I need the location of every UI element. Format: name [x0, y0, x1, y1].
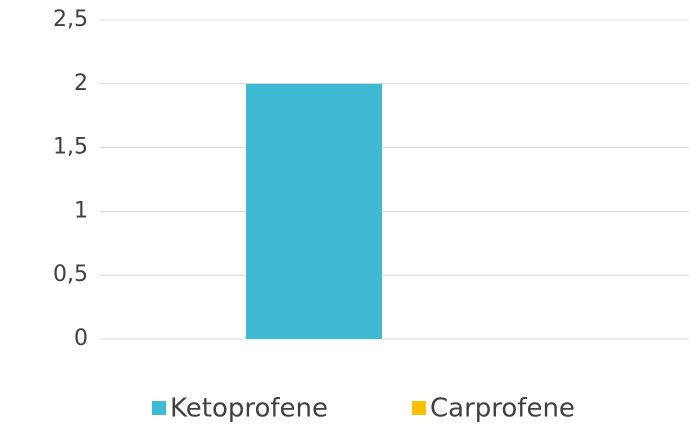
legend-swatch [152, 401, 166, 415]
bar [246, 83, 382, 339]
y-tick-label: 1 [74, 198, 88, 223]
legend-label: Carprofene [430, 394, 575, 424]
y-tick-label: 0 [74, 326, 88, 351]
y-tick-label: 1,5 [53, 135, 88, 160]
legend-label: Ketoprofene [170, 394, 328, 424]
y-tick-label: 0,5 [53, 262, 88, 287]
legend-swatch [412, 401, 426, 415]
y-tick-label: 2,5 [53, 7, 88, 32]
y-tick-label: 2 [74, 71, 88, 96]
